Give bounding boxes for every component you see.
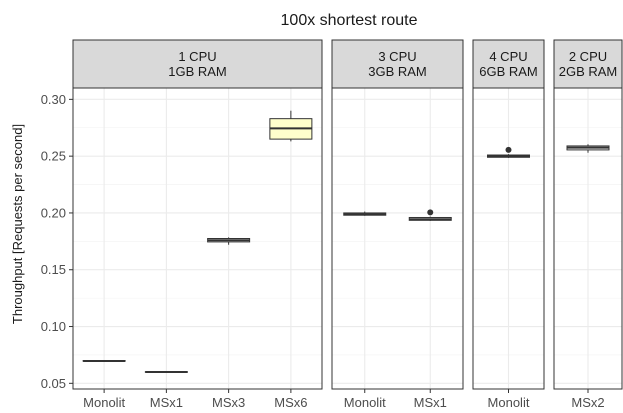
box-monolit: [82, 359, 126, 362]
panel-background: [332, 88, 463, 389]
facet-strip-label: 4 CPU: [489, 49, 527, 64]
facet-strip-label: 3 CPU: [378, 49, 416, 64]
box-monolit: [343, 211, 387, 216]
panel-border: [72, 87, 323, 390]
box-msx3: [207, 237, 251, 245]
y-tick-label: 0.20: [41, 205, 66, 220]
y-tick-label: 0.30: [41, 92, 66, 107]
x-tick-label: Monolit: [488, 395, 530, 410]
facet-strip-label: 1 CPU: [178, 49, 216, 64]
chart-title: 100x shortest route: [281, 12, 418, 29]
facet-strip: [472, 39, 545, 89]
box-msx1: [408, 209, 452, 221]
panel-border: [331, 87, 464, 390]
facet-strip-label: 3GB RAM: [368, 64, 427, 79]
x-tick-label: MSx1: [150, 395, 183, 410]
box-monolit: [487, 146, 530, 158]
facet-strip: [331, 39, 464, 89]
y-tick-label: 0.25: [41, 149, 66, 164]
box-msx2: [566, 144, 610, 153]
facet-strip-label: 1GB RAM: [168, 64, 227, 79]
y-tick-label: 0.05: [41, 376, 66, 391]
outlier-point: [505, 146, 512, 153]
facet-strip: [72, 39, 323, 89]
x-tick-label: MSx6: [274, 395, 307, 410]
y-axis: 0.05 0.10 0.15 0.20 0.25 0.30: [41, 92, 73, 391]
x-tick-label: Monolit: [344, 395, 386, 410]
x-tick-label: Monolit: [83, 395, 125, 410]
y-tick-label: 0.15: [41, 262, 66, 277]
facet-strip-label: 6GB RAM: [479, 64, 538, 79]
x-tick-label: MSx2: [571, 395, 604, 410]
y-axis-title: Throughput [Requests per second]: [10, 124, 25, 324]
y-tick-label: 0.10: [41, 319, 66, 334]
panel-border: [472, 87, 545, 390]
facet-strip-label: 2GB RAM: [559, 64, 618, 79]
panel-border: [553, 87, 623, 390]
x-tick-label: MSx3: [212, 395, 245, 410]
facet-strip-label: 2 CPU: [569, 49, 607, 64]
x-tick-label: MSx1: [414, 395, 447, 410]
box-msx1: [144, 370, 188, 373]
outlier-point: [427, 209, 434, 216]
box-msx6: [269, 110, 313, 142]
